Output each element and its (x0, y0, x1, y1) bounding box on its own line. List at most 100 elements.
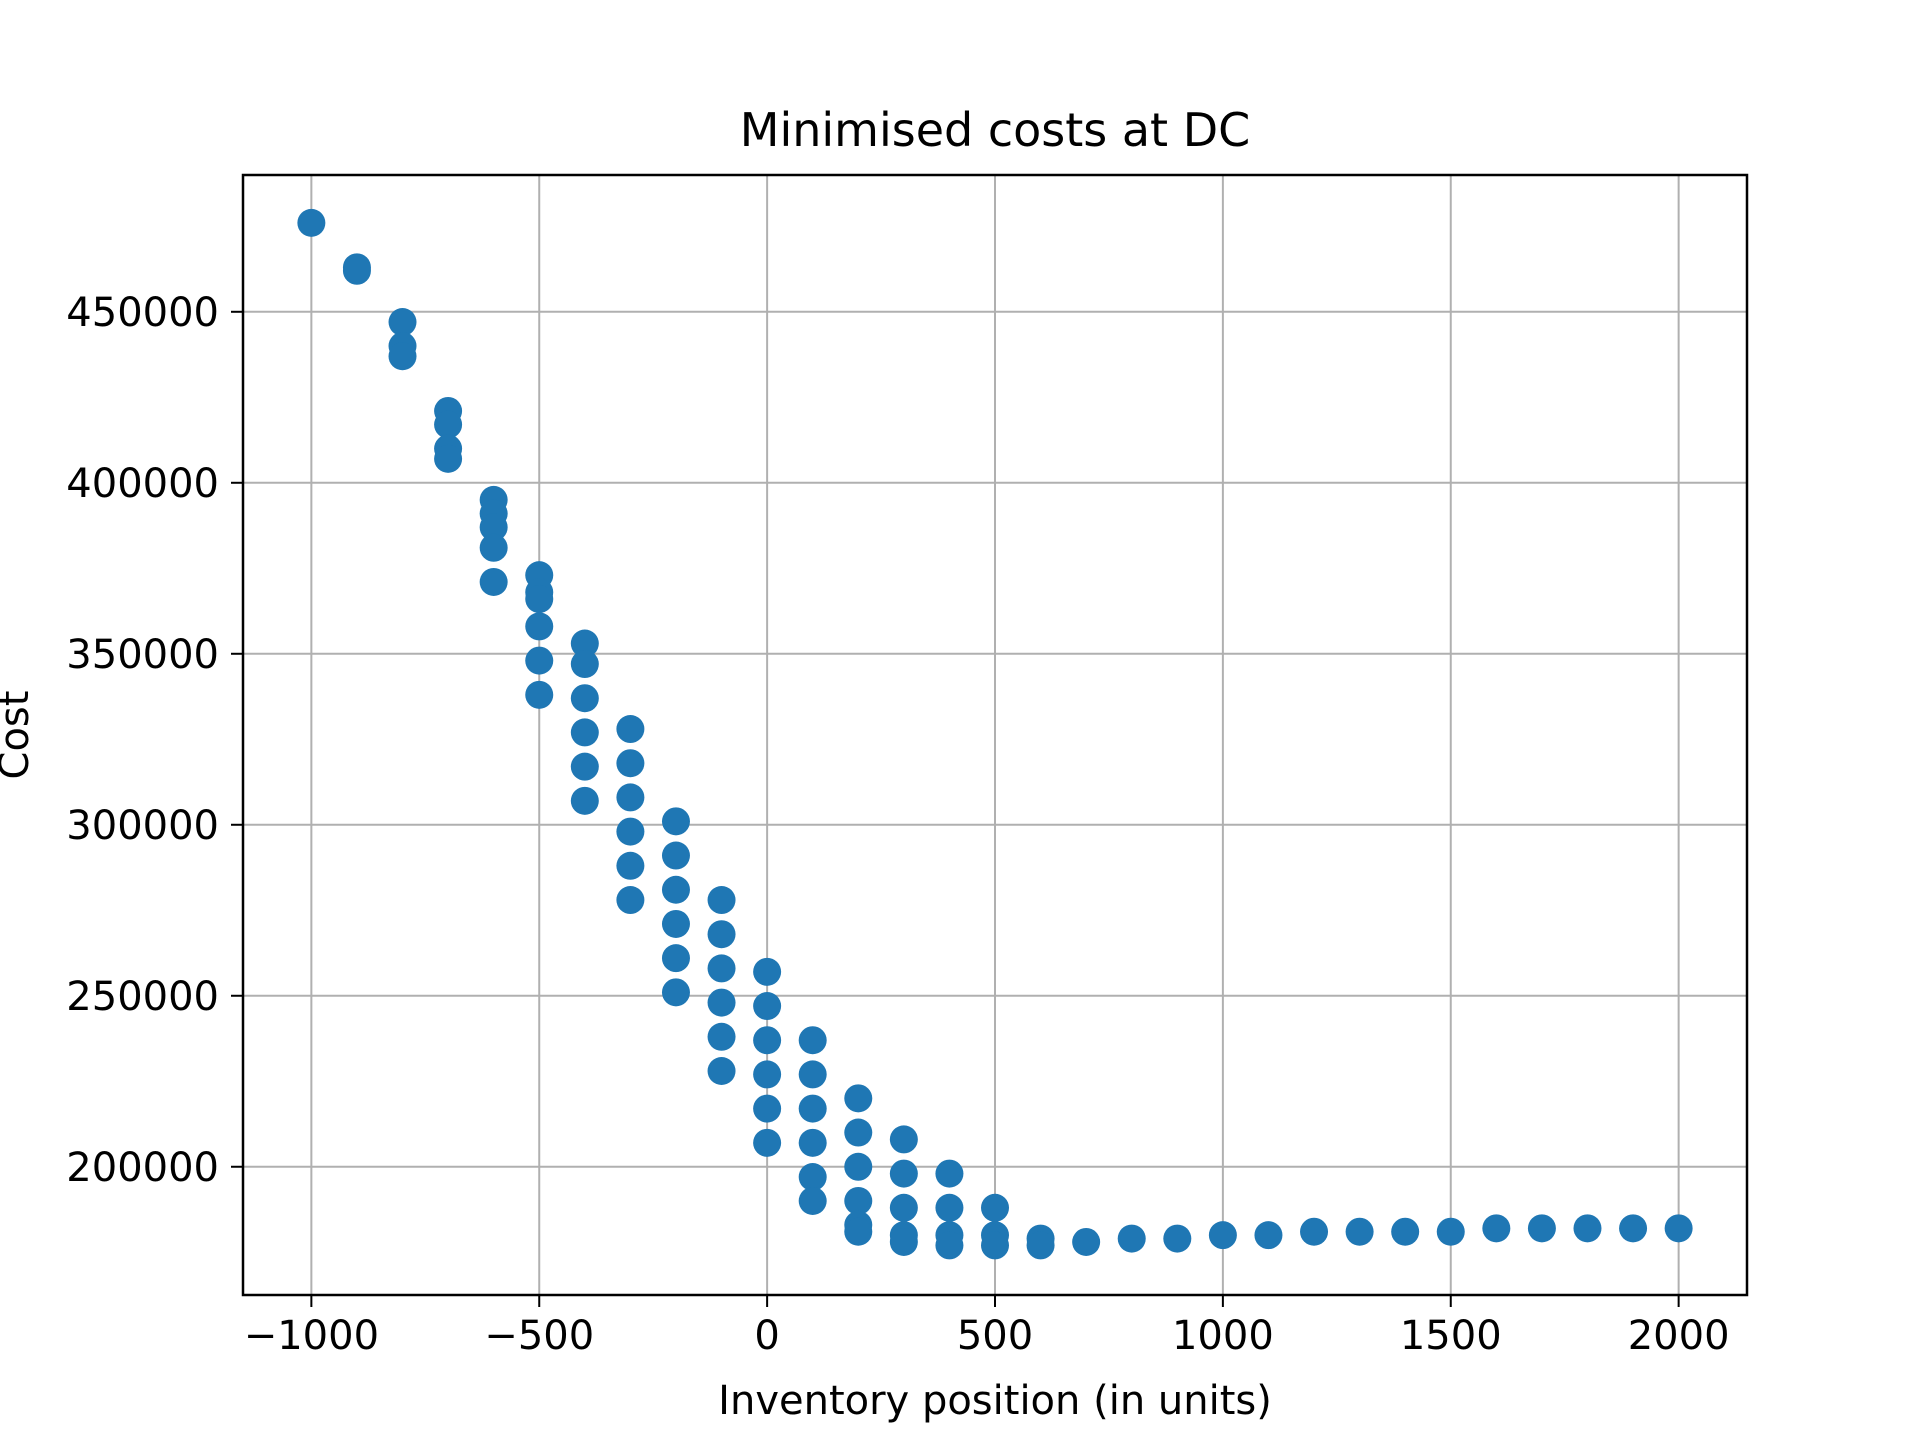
data-point (844, 1084, 873, 1113)
data-point (753, 1128, 782, 1157)
data-point (844, 1118, 873, 1147)
data-point (1026, 1231, 1055, 1260)
data-point (935, 1159, 964, 1188)
data-point (661, 841, 690, 870)
chart-title: Minimised costs at DC (740, 103, 1251, 157)
data-point (661, 807, 690, 836)
data-point (570, 650, 599, 679)
data-point (479, 567, 508, 596)
x-tick-label: −1000 (244, 1313, 379, 1359)
y-axis-label: Cost (0, 691, 38, 780)
data-point (661, 909, 690, 938)
x-tick-label: 1000 (1172, 1313, 1274, 1359)
x-axis-ticks: −1000 −500 0 500 1000 1500 2000 (244, 1295, 1730, 1359)
data-point (1436, 1217, 1465, 1246)
data-point (479, 533, 508, 562)
y-tick-label: 350000 (66, 632, 219, 678)
data-point (1619, 1214, 1648, 1243)
data-point (1573, 1214, 1602, 1243)
data-point (707, 1022, 736, 1051)
y-tick-label: 200000 (66, 1145, 219, 1191)
data-point (707, 954, 736, 983)
data-point (525, 680, 554, 709)
x-tick-label: 500 (957, 1313, 1033, 1359)
data-point (798, 1094, 827, 1123)
data-point (1117, 1224, 1146, 1253)
data-point (753, 957, 782, 986)
data-point (981, 1193, 1009, 1222)
data-point (707, 988, 736, 1017)
data-point (342, 256, 371, 285)
data-point (525, 646, 554, 675)
x-tick-label: 0 (754, 1313, 779, 1359)
data-point (981, 1231, 1009, 1260)
data-point (889, 1227, 918, 1256)
data-point (1482, 1214, 1511, 1243)
data-point (616, 783, 645, 812)
data-point (889, 1159, 918, 1188)
data-point (661, 978, 690, 1007)
data-point (1163, 1224, 1192, 1253)
data-point (525, 585, 554, 614)
data-point (525, 612, 554, 641)
data-point (616, 817, 645, 846)
data-point (707, 1057, 736, 1085)
data-point (798, 1186, 827, 1215)
data-point (616, 886, 645, 915)
data-point (616, 715, 645, 744)
data-point (570, 786, 599, 815)
data-point (661, 875, 690, 904)
data-point (1254, 1221, 1283, 1250)
data-point (1072, 1227, 1101, 1256)
data-point (753, 992, 782, 1021)
data-point (479, 513, 508, 542)
data-point (388, 342, 417, 371)
data-point (798, 1026, 827, 1055)
data-point (434, 444, 463, 473)
data-point (753, 1094, 782, 1123)
data-point (1664, 1214, 1693, 1243)
data-point (570, 629, 599, 658)
data-point (935, 1193, 964, 1222)
data-point (798, 1060, 827, 1089)
data-point (297, 208, 326, 237)
y-tick-label: 450000 (66, 290, 219, 336)
x-tick-label: 1500 (1400, 1313, 1502, 1359)
data-point (661, 944, 690, 973)
data-point (844, 1186, 873, 1215)
y-axis-ticks: 200000 250000 300000 350000 400000 450000 (66, 290, 243, 1191)
data-point (753, 1060, 782, 1089)
data-point (1208, 1221, 1237, 1250)
data-point (1300, 1217, 1329, 1246)
x-axis-label: Inventory position (in units) (718, 1378, 1272, 1424)
data-point (616, 749, 645, 778)
data-points (297, 208, 1693, 1260)
data-point (570, 684, 599, 713)
data-point (388, 308, 417, 337)
data-point (889, 1125, 918, 1154)
x-tick-label: 2000 (1628, 1313, 1730, 1359)
data-point (1345, 1217, 1374, 1246)
data-point (707, 886, 736, 915)
data-point (570, 752, 599, 781)
data-point (753, 1026, 782, 1055)
data-point (798, 1128, 827, 1157)
data-point (570, 718, 599, 747)
data-point (844, 1152, 873, 1181)
data-point (1391, 1217, 1420, 1246)
y-tick-label: 400000 (66, 461, 219, 507)
x-tick-label: −500 (484, 1313, 594, 1359)
data-point (935, 1231, 964, 1260)
grid-lines (243, 175, 1747, 1295)
data-point (798, 1163, 827, 1192)
data-point (1527, 1214, 1556, 1243)
y-tick-label: 250000 (66, 974, 219, 1020)
data-point (434, 410, 463, 439)
data-point (707, 920, 736, 949)
data-point (844, 1217, 873, 1246)
data-point (616, 851, 645, 880)
data-point (889, 1193, 918, 1222)
y-tick-label: 300000 (66, 803, 219, 849)
